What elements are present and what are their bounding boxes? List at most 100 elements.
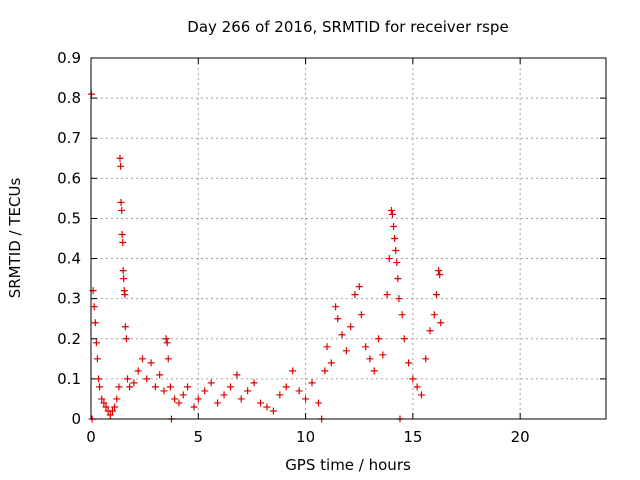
data-point-marker (117, 198, 125, 206)
data-point-marker (379, 351, 387, 359)
data-point-marker (156, 371, 164, 379)
data-point-marker (98, 395, 106, 403)
data-point-marker (166, 383, 174, 391)
data-point-marker (417, 391, 425, 399)
data-point-marker (120, 275, 128, 283)
y-tick-label: 0.5 (57, 209, 81, 227)
data-point-marker (106, 411, 114, 419)
data-point-marker (163, 339, 171, 347)
data-point-marker (151, 383, 159, 391)
data-point-marker (282, 383, 290, 391)
y-tick-label: 0.6 (57, 169, 81, 187)
y-tick-label: 0.9 (57, 49, 81, 67)
data-point-marker (102, 403, 110, 411)
data-point-marker (121, 323, 129, 331)
data-point-marker (237, 395, 245, 403)
y-tick-label: 0.8 (57, 89, 81, 107)
data-point-marker (134, 367, 142, 375)
data-point-marker (164, 355, 172, 363)
data-point-marker (226, 383, 234, 391)
y-tick-label: 0.1 (57, 370, 81, 388)
data-point-marker (392, 247, 400, 255)
data-point-marker (327, 359, 335, 367)
data-point-marker (375, 335, 383, 343)
data-point-marker (139, 355, 146, 363)
data-point-marker (111, 403, 119, 411)
data-point-marker (160, 387, 168, 395)
data-point-marker (323, 343, 331, 351)
x-tick-label: 5 (194, 428, 204, 446)
data-point-marker (385, 255, 393, 263)
x-tick-label: 20 (511, 428, 530, 446)
data-point-marker (233, 371, 241, 379)
data-point-marker (289, 367, 297, 375)
y-tick-label: 0.7 (57, 129, 81, 147)
axis-ticks: 0 5 10 15 20 0 0.1 0.2 0.3 0.4 0.5 0.6 0.7 0.8 0.9 (57, 49, 606, 446)
data-point-marker (351, 291, 359, 299)
data-point-marker (244, 387, 252, 395)
data-point-marker (143, 375, 151, 383)
data-point-marker (393, 259, 401, 267)
data-point-marker (175, 399, 183, 407)
data-point-marker (400, 335, 408, 343)
data-point-marker (95, 375, 103, 383)
data-point-marker (334, 315, 342, 323)
data-point-marker (147, 359, 155, 367)
y-tick-label: 0.3 (57, 290, 81, 308)
data-point-marker (432, 291, 440, 299)
data-point-marker (387, 206, 395, 214)
x-tick-label: 15 (403, 428, 422, 446)
chart-title: Day 266 of 2016, SRMTID for receiver rsp… (187, 18, 508, 36)
x-tick-label: 10 (296, 428, 315, 446)
data-point-marker (308, 379, 316, 387)
data-point-marker (91, 319, 99, 327)
data-point-marker (190, 403, 198, 411)
data-point-marker (257, 399, 265, 407)
data-point-marker (395, 295, 403, 303)
data-point-marker (90, 303, 98, 311)
data-point-marker (405, 359, 413, 367)
data-point-marker (123, 375, 131, 383)
data-point-marker (126, 383, 134, 391)
data-point-marker (214, 399, 222, 407)
data-point-marker (436, 271, 444, 279)
data-point-marker (220, 391, 228, 399)
data-point-marker (366, 355, 374, 363)
data-point-marker (120, 287, 128, 295)
data-point-marker (108, 407, 116, 415)
data-point-marker (201, 387, 209, 395)
y-axis-label: SRMTID / TECUs (6, 178, 24, 299)
data-point-marker (383, 291, 391, 299)
data-point-marker (295, 387, 303, 395)
data-point-marker (118, 230, 126, 238)
data-point-marker (430, 311, 438, 319)
data-point-marker (394, 275, 402, 283)
data-point-marker (302, 395, 310, 403)
x-tick-label: 0 (86, 428, 96, 446)
data-point-marker (347, 323, 355, 331)
data-point-marker (115, 383, 123, 391)
data-point-marker (422, 355, 430, 363)
data-point-marker (426, 327, 434, 335)
data-point-marker (263, 403, 271, 411)
data-point-marker (388, 210, 396, 218)
data-point-marker (409, 375, 417, 383)
data-point-marker (207, 379, 215, 387)
data-point-marker (121, 291, 129, 299)
data-point-marker (269, 407, 277, 415)
data-point-marker (391, 235, 399, 242)
data-point-marker (413, 383, 421, 391)
data-point-marker (92, 339, 100, 347)
data-point-marker (342, 347, 350, 355)
plot-frame (90, 57, 607, 420)
data-point-marker (117, 162, 125, 170)
data-point-marker (314, 399, 322, 407)
data-point-marker (96, 383, 104, 391)
data-point-marker (357, 311, 365, 319)
data-point-marker (118, 206, 126, 214)
data-point-marker (116, 154, 124, 162)
data-points (87, 90, 445, 423)
data-point-marker (93, 355, 101, 363)
data-point-marker (184, 383, 192, 391)
